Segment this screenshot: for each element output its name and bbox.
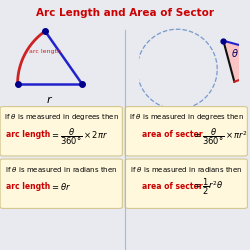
Text: $=\dfrac{\theta}{360°}\times 2\pi r$: $=\dfrac{\theta}{360°}\times 2\pi r$ (50, 127, 108, 147)
Text: Arc Length and Area of Sector: Arc Length and Area of Sector (36, 8, 214, 18)
Text: If $\theta$ is measured in degrees then: If $\theta$ is measured in degrees then (129, 112, 244, 122)
Text: area of sector: area of sector (142, 182, 202, 191)
FancyBboxPatch shape (0, 106, 122, 156)
Text: If $\theta$ is measured in degrees then: If $\theta$ is measured in degrees then (4, 112, 119, 122)
Wedge shape (223, 41, 250, 82)
Text: $r$: $r$ (46, 94, 54, 104)
Text: $\theta$: $\theta$ (232, 47, 239, 59)
FancyBboxPatch shape (125, 106, 247, 156)
Text: $=\dfrac{1}{2}r^2\theta$: $=\dfrac{1}{2}r^2\theta$ (192, 176, 224, 197)
FancyBboxPatch shape (0, 159, 122, 208)
Text: If $\theta$ is measured in radians then: If $\theta$ is measured in radians then (130, 165, 242, 174)
Text: arc length: arc length (29, 49, 61, 54)
Text: If $\theta$ is measured in radians then: If $\theta$ is measured in radians then (5, 165, 117, 174)
Text: arc length: arc length (6, 130, 50, 138)
Text: area of sector: area of sector (142, 130, 202, 138)
Text: $=\dfrac{\theta}{360°}\times\pi r^2$: $=\dfrac{\theta}{360°}\times\pi r^2$ (192, 127, 248, 147)
Text: $=\theta r$: $=\theta r$ (50, 181, 71, 192)
FancyBboxPatch shape (125, 159, 247, 208)
Text: arc length: arc length (6, 182, 50, 191)
